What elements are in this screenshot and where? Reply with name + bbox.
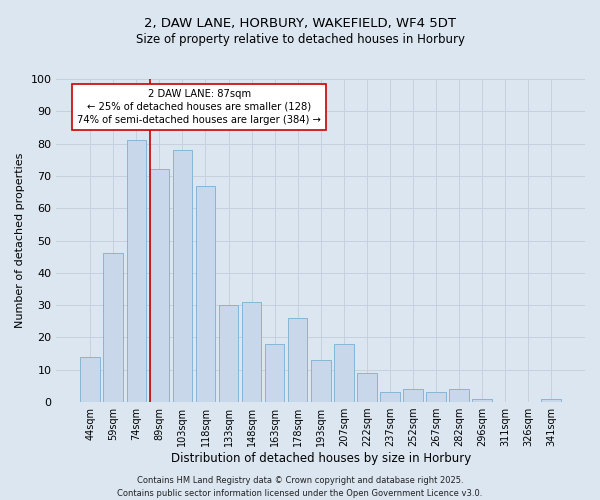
Bar	[288, 318, 307, 402]
Bar	[357, 373, 377, 402]
Bar	[541, 399, 561, 402]
Bar	[103, 254, 123, 402]
Bar	[472, 399, 492, 402]
Bar	[80, 357, 100, 402]
Text: Size of property relative to detached houses in Horbury: Size of property relative to detached ho…	[136, 32, 464, 46]
Bar	[149, 170, 169, 402]
Y-axis label: Number of detached properties: Number of detached properties	[15, 153, 25, 328]
Bar	[242, 302, 262, 402]
Bar	[173, 150, 192, 402]
Bar	[334, 344, 353, 402]
Bar	[403, 389, 422, 402]
Text: Contains HM Land Registry data © Crown copyright and database right 2025.
Contai: Contains HM Land Registry data © Crown c…	[118, 476, 482, 498]
Bar	[127, 140, 146, 402]
Bar	[311, 360, 331, 402]
X-axis label: Distribution of detached houses by size in Horbury: Distribution of detached houses by size …	[170, 452, 471, 465]
Bar	[380, 392, 400, 402]
Bar	[219, 305, 238, 402]
Text: 2 DAW LANE: 87sqm
← 25% of detached houses are smaller (128)
74% of semi-detache: 2 DAW LANE: 87sqm ← 25% of detached hous…	[77, 88, 321, 125]
Text: 2, DAW LANE, HORBURY, WAKEFIELD, WF4 5DT: 2, DAW LANE, HORBURY, WAKEFIELD, WF4 5DT	[144, 18, 456, 30]
Bar	[196, 186, 215, 402]
Bar	[449, 389, 469, 402]
Bar	[426, 392, 446, 402]
Bar	[265, 344, 284, 402]
